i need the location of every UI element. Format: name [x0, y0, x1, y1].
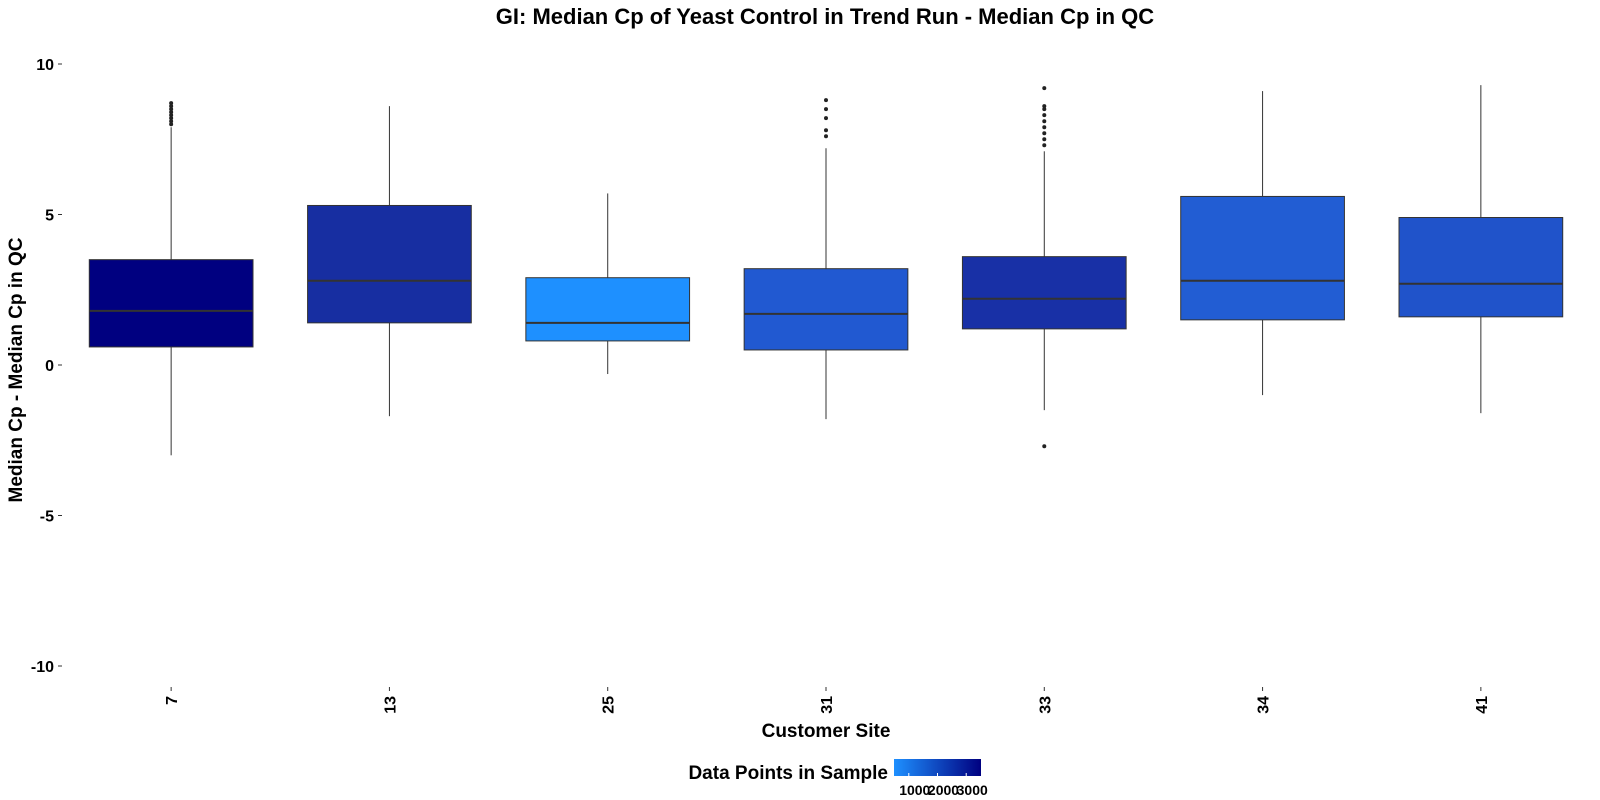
box-iqr [525, 277, 691, 342]
box-iqr [307, 204, 472, 324]
x-tick-label: 7 [164, 696, 181, 705]
y-tick-label: -5 [40, 509, 54, 526]
legend-tick-label: 2000 [928, 782, 959, 798]
x-tick-label: 34 [1256, 696, 1273, 714]
box-site-34 [1180, 91, 1345, 396]
box-iqr [1398, 217, 1564, 318]
x-tick-label: 13 [382, 696, 399, 714]
box-site-25 [525, 193, 691, 375]
outlier-point [1042, 131, 1047, 136]
outlier-point [1042, 143, 1047, 148]
outlier-point [169, 110, 174, 115]
outlier-point [169, 116, 174, 121]
outlier-point [824, 128, 828, 133]
box-iqr [743, 268, 909, 351]
box-site-13 [307, 106, 472, 417]
legend-tick-label: 1000 [899, 782, 930, 798]
box-iqr [961, 256, 1127, 330]
outlier-point [824, 116, 828, 121]
outlier-point [824, 98, 828, 103]
outlier-point [169, 101, 174, 106]
x-tick-label: 25 [601, 696, 618, 714]
legend-tick-label: 3000 [957, 782, 988, 798]
x-axis-label: Customer Site [762, 721, 891, 742]
chart-title: GI: Median Cp of Yeast Control in Trend … [496, 4, 1155, 29]
box-site-7 [88, 101, 254, 456]
y-axis-label: Median Cp - Median Cp in QC [6, 237, 27, 502]
outlier-point [1042, 119, 1047, 124]
box-iqr [88, 259, 254, 348]
outlier-point [1042, 86, 1047, 91]
outlier-point [169, 113, 174, 118]
outlier-point [1042, 125, 1047, 130]
outlier-point [169, 107, 174, 112]
x-tick-label: 41 [1474, 696, 1491, 714]
box-site-41 [1398, 85, 1564, 414]
outlier-point [824, 134, 828, 139]
x-tick-label: 31 [819, 696, 836, 714]
box-site-31 [743, 98, 909, 420]
legend-colorbar [894, 759, 981, 776]
legend-title: Data Points in Sample [688, 763, 888, 784]
y-tick-label: -10 [31, 659, 54, 676]
outlier-point [824, 107, 828, 112]
outlier-point [1042, 444, 1047, 449]
outlier-point [1042, 113, 1047, 118]
outlier-point [1042, 104, 1047, 109]
y-tick-label: 0 [45, 358, 54, 375]
outlier-point [169, 122, 174, 127]
outlier-point [169, 119, 174, 124]
box-iqr [1180, 195, 1345, 321]
box-site-33 [961, 86, 1127, 449]
boxes [88, 85, 1564, 456]
y-axis: 10 5 0 -5 -10 [31, 57, 62, 676]
outlier-point [1042, 137, 1047, 142]
x-axis: 7 13 25 31 33 34 41 [164, 687, 1491, 714]
y-tick-label: 10 [36, 57, 54, 74]
outlier-point [1042, 107, 1047, 112]
x-tick-label: 33 [1037, 696, 1054, 714]
outlier-point [169, 104, 174, 109]
y-tick-label: 5 [45, 208, 54, 225]
